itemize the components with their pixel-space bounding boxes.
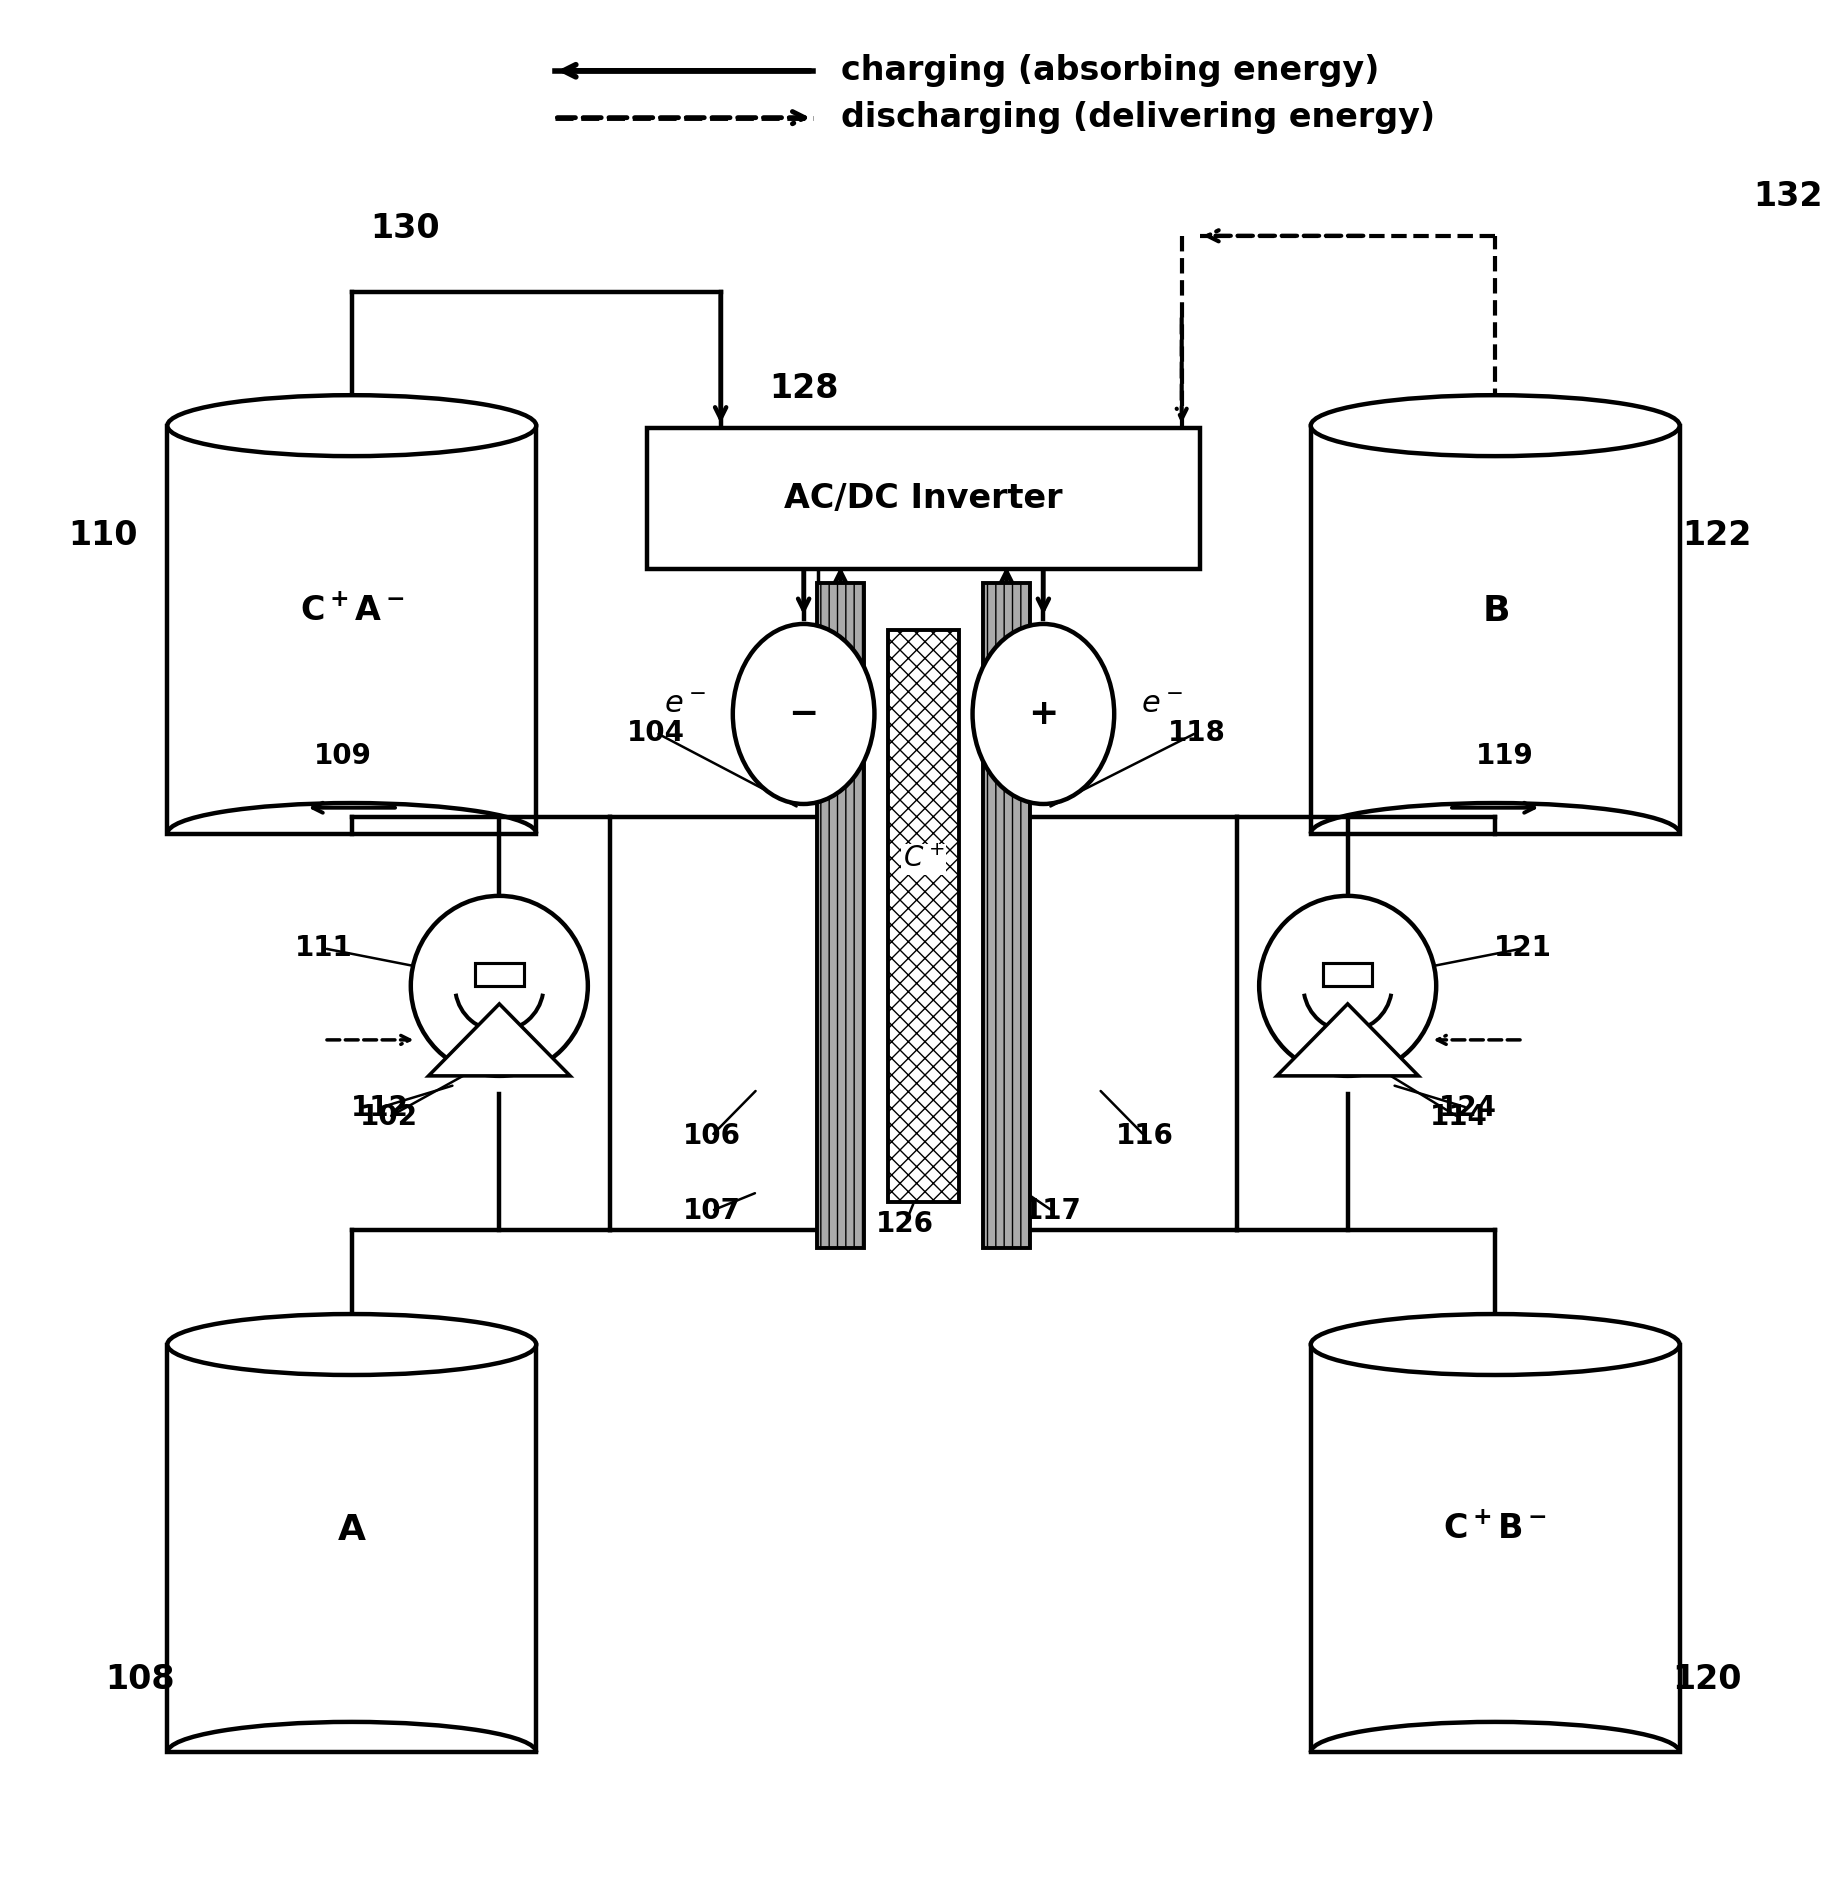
Text: 128: 128 [768, 372, 839, 406]
Text: 109: 109 [314, 742, 371, 770]
Polygon shape [888, 629, 959, 1202]
Text: 118: 118 [1167, 719, 1225, 747]
Polygon shape [168, 426, 536, 834]
Polygon shape [983, 582, 1029, 1249]
Text: charging (absorbing energy): charging (absorbing energy) [840, 54, 1380, 86]
Ellipse shape [1311, 1315, 1679, 1375]
Text: 116: 116 [1116, 1121, 1173, 1149]
Text: 124: 124 [1439, 1093, 1496, 1121]
Polygon shape [475, 963, 525, 986]
Text: 107: 107 [682, 1196, 741, 1224]
Text: 119: 119 [1476, 742, 1533, 770]
Polygon shape [1322, 963, 1372, 986]
Text: $\mathbf{C^+A^-}$: $\mathbf{C^+A^-}$ [299, 593, 404, 627]
Text: $\mathbf{C^+B^-}$: $\mathbf{C^+B^-}$ [1443, 1514, 1548, 1546]
Text: 132: 132 [1753, 180, 1823, 214]
Polygon shape [1311, 426, 1679, 834]
Text: 122: 122 [1683, 520, 1751, 552]
Polygon shape [168, 1345, 536, 1752]
Text: 102: 102 [360, 1102, 417, 1131]
Text: $e^-$: $e^-$ [1141, 689, 1182, 719]
Polygon shape [1311, 1345, 1679, 1752]
Ellipse shape [733, 623, 874, 804]
Ellipse shape [1311, 394, 1679, 456]
Ellipse shape [973, 623, 1114, 804]
Polygon shape [429, 1005, 571, 1076]
Text: 126: 126 [875, 1209, 935, 1238]
Text: 120: 120 [1673, 1664, 1742, 1696]
Text: $C^+$: $C^+$ [903, 845, 944, 873]
Text: 130: 130 [369, 212, 440, 246]
Text: 121: 121 [1494, 935, 1551, 962]
FancyBboxPatch shape [646, 428, 1201, 569]
Text: 110: 110 [68, 520, 137, 552]
Text: +: + [1029, 697, 1058, 731]
Text: 114: 114 [1430, 1102, 1487, 1131]
Text: 117: 117 [1023, 1196, 1082, 1224]
Text: $e^-$: $e^-$ [665, 689, 706, 719]
Polygon shape [818, 582, 864, 1249]
Ellipse shape [168, 1315, 536, 1375]
Circle shape [410, 896, 587, 1076]
Text: $\mathbf{B}$: $\mathbf{B}$ [1481, 593, 1509, 627]
Text: $\mathbf{A}$: $\mathbf{A}$ [336, 1512, 368, 1547]
Circle shape [1260, 896, 1437, 1076]
Polygon shape [1276, 1005, 1418, 1076]
Text: 112: 112 [351, 1093, 408, 1121]
Text: 108: 108 [105, 1664, 174, 1696]
Text: discharging (delivering energy): discharging (delivering energy) [840, 101, 1435, 133]
Text: 106: 106 [682, 1121, 741, 1149]
Text: 111: 111 [296, 935, 353, 962]
Text: −: − [789, 697, 818, 731]
Text: AC/DC Inverter: AC/DC Inverter [785, 483, 1062, 515]
Text: 104: 104 [628, 719, 685, 747]
Ellipse shape [168, 394, 536, 456]
